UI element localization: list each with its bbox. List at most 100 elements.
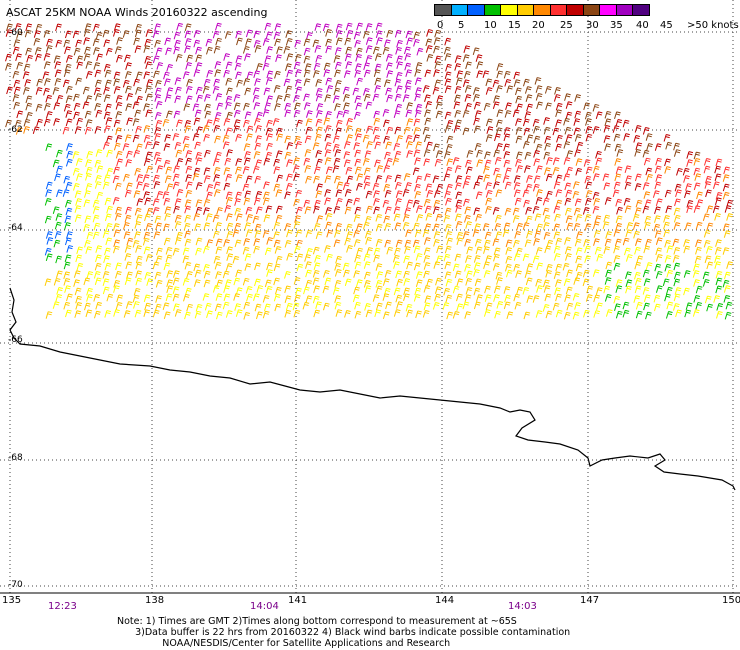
wind-barb: [464, 206, 472, 215]
wind-barb: [155, 222, 162, 231]
wind-barb: [182, 143, 190, 152]
wind-barb: [95, 301, 103, 310]
wind-barb: [184, 311, 191, 320]
wind-barb: [513, 182, 521, 190]
wind-barb: [5, 29, 13, 37]
wind-barb: [426, 278, 433, 287]
wind-barb: [123, 222, 130, 230]
wind-barb: [726, 261, 733, 269]
wind-barb: [564, 197, 572, 206]
wind-barb: [505, 255, 513, 264]
wind-barb: [223, 118, 231, 126]
wind-barb: [485, 78, 493, 87]
wind-barb: [445, 294, 453, 303]
wind-barb: [93, 310, 101, 319]
wind-barb: [553, 223, 561, 232]
wind-barb: [103, 174, 111, 183]
wind-barb: [462, 127, 470, 136]
wind-barb: [454, 55, 462, 63]
wind-barb: [113, 86, 121, 94]
wind-barb: [24, 29, 32, 38]
wind-barb: [553, 181, 561, 189]
wind-barb: [543, 231, 551, 240]
wind-barb: [452, 157, 460, 165]
wind-barb: [42, 71, 50, 79]
wind-barb: [573, 277, 581, 285]
wind-barb: [324, 125, 332, 133]
wind-barb: [115, 102, 123, 110]
wind-barb: [213, 78, 220, 87]
wind-barb: [565, 134, 573, 142]
lat-label-60: -60: [8, 28, 23, 38]
wind-barb: [135, 255, 143, 264]
wind-barb: [312, 70, 320, 78]
wind-barb: [444, 53, 452, 61]
wind-barb: [266, 237, 274, 245]
wind-barb: [413, 134, 420, 142]
wind-barb: [184, 205, 191, 214]
wind-barb: [435, 110, 443, 119]
wind-barb: [86, 271, 94, 279]
note-line-1: Note: 1) Times are GMT 2)Times along bot…: [117, 616, 517, 627]
wind-barb: [323, 269, 330, 278]
wind-barb: [293, 277, 301, 285]
wind-barb: [463, 70, 471, 79]
wind-barb: [554, 213, 561, 222]
wind-barb: [514, 301, 522, 310]
wind-barb: [395, 198, 402, 206]
wind-barb: [226, 149, 233, 157]
wind-barb: [655, 237, 663, 245]
wind-barb: [233, 109, 241, 118]
wind-barb: [303, 102, 311, 110]
wind-barb: [206, 310, 213, 319]
wind-barb: [634, 183, 642, 191]
wind-barb: [354, 95, 362, 104]
wind-barb: [64, 285, 71, 293]
wind-barb: [144, 38, 152, 47]
wind-barb: [555, 309, 563, 318]
wind-barb: [615, 166, 623, 175]
wind-barb: [514, 231, 521, 239]
wind-barb: [455, 221, 463, 229]
wind-barb: [543, 167, 551, 175]
wind-barb: [536, 223, 543, 232]
wind-barb: [645, 167, 653, 176]
wind-barb: [504, 110, 512, 118]
wind-barb: [74, 287, 82, 296]
wind-barb: [515, 127, 523, 135]
wind-barb: [233, 125, 241, 134]
wind-barb: [454, 94, 461, 103]
wind-barb: [414, 69, 421, 77]
wind-barb: [43, 87, 50, 96]
wind-barb: [154, 133, 161, 141]
wind-barb: [642, 127, 650, 135]
wind-barb: [305, 279, 313, 288]
wind-barb: [596, 302, 603, 311]
wind-barb: [415, 205, 423, 213]
wind-barb: [145, 109, 153, 118]
wind-barb: [492, 238, 500, 246]
wind-barb: [234, 239, 242, 248]
wind-barb: [142, 182, 150, 191]
wind-barb: [206, 191, 213, 200]
wind-barb: [115, 270, 122, 279]
wind-barb: [295, 229, 303, 238]
wind-barb: [65, 95, 73, 104]
wind-barb: [615, 198, 622, 207]
wind-barb: [125, 301, 133, 309]
wind-barb: [222, 301, 230, 310]
wind-barb: [522, 78, 530, 87]
wind-barb: [314, 133, 322, 142]
wind-barb: [693, 295, 701, 303]
wind-barb: [382, 293, 390, 301]
wind-barb: [695, 246, 702, 255]
wind-barb: [36, 78, 44, 87]
wind-barb: [404, 246, 411, 254]
wind-barb: [324, 149, 332, 157]
wind-barb: [674, 183, 682, 192]
wind-barb: [242, 45, 250, 54]
wind-barb: [95, 109, 103, 118]
wind-barb: [604, 110, 612, 119]
lon-label-144: 144: [435, 595, 455, 606]
wind-barb: [252, 215, 260, 224]
